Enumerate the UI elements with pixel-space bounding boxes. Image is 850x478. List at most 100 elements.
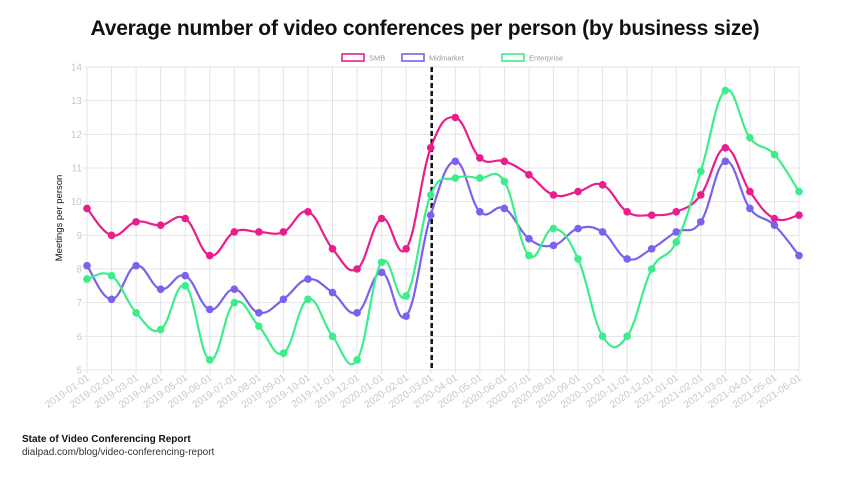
- data-point[interactable]: [647, 265, 656, 273]
- data-point[interactable]: [549, 191, 558, 199]
- data-point[interactable]: [83, 261, 91, 270]
- data-point[interactable]: [770, 221, 779, 230]
- data-point[interactable]: [328, 288, 337, 297]
- data-point[interactable]: [647, 245, 656, 253]
- data-point[interactable]: [746, 133, 754, 142]
- data-point[interactable]: [746, 187, 754, 196]
- data-point[interactable]: [721, 86, 730, 95]
- y-tick-label: 5: [76, 366, 82, 377]
- legend-item-smb[interactable]: SMB: [341, 53, 385, 63]
- data-point[interactable]: [230, 285, 239, 294]
- data-point[interactable]: [525, 251, 533, 260]
- data-point[interactable]: [476, 174, 484, 182]
- data-point[interactable]: [672, 207, 681, 216]
- data-point[interactable]: [205, 356, 214, 364]
- data-point[interactable]: [721, 157, 730, 166]
- data-point[interactable]: [328, 332, 337, 341]
- data-point[interactable]: [353, 265, 361, 273]
- data-point[interactable]: [476, 207, 484, 216]
- data-point[interactable]: [770, 214, 779, 223]
- data-point[interactable]: [696, 218, 705, 226]
- data-point[interactable]: [132, 218, 140, 226]
- data-point[interactable]: [304, 295, 312, 304]
- data-point[interactable]: [377, 258, 386, 267]
- data-point[interactable]: [500, 177, 509, 186]
- data-point[interactable]: [623, 332, 631, 341]
- data-point[interactable]: [696, 167, 705, 176]
- source-url[interactable]: dialpad.com/blog/video-conferencing-repo…: [22, 447, 215, 458]
- data-point[interactable]: [574, 187, 582, 196]
- data-point[interactable]: [279, 295, 288, 304]
- data-point[interactable]: [304, 207, 312, 216]
- data-point[interactable]: [451, 113, 460, 122]
- data-point[interactable]: [107, 295, 116, 304]
- chart-title: Average number of video conferences per …: [90, 17, 760, 40]
- data-point[interactable]: [230, 298, 239, 307]
- data-point[interactable]: [279, 349, 288, 357]
- data-point[interactable]: [328, 245, 337, 253]
- data-point[interactable]: [746, 204, 754, 213]
- data-point[interactable]: [500, 157, 509, 166]
- data-point[interactable]: [402, 292, 410, 300]
- data-point[interactable]: [696, 191, 705, 199]
- data-point[interactable]: [451, 157, 460, 166]
- data-point[interactable]: [476, 154, 484, 162]
- data-point[interactable]: [83, 275, 91, 283]
- data-point[interactable]: [549, 241, 558, 250]
- data-point[interactable]: [623, 207, 631, 216]
- data-point[interactable]: [156, 325, 165, 334]
- data-point[interactable]: [205, 251, 214, 260]
- data-point[interactable]: [205, 305, 214, 314]
- data-point[interactable]: [500, 204, 509, 213]
- data-point[interactable]: [107, 231, 116, 240]
- data-point[interactable]: [156, 285, 165, 294]
- data-point[interactable]: [574, 224, 582, 233]
- data-point[interactable]: [574, 255, 582, 263]
- data-point[interactable]: [181, 214, 190, 223]
- data-point[interactable]: [598, 332, 607, 341]
- data-point[interactable]: [304, 275, 312, 283]
- data-point[interactable]: [377, 268, 386, 277]
- legend-label: SMB: [369, 54, 385, 63]
- series-enterprise: [83, 86, 803, 366]
- data-point[interactable]: [255, 308, 263, 317]
- data-point[interactable]: [255, 228, 263, 236]
- data-point[interactable]: [353, 356, 361, 364]
- data-point[interactable]: [156, 221, 165, 230]
- data-point[interactable]: [672, 228, 681, 236]
- data-point[interactable]: [672, 238, 681, 246]
- data-point[interactable]: [795, 187, 803, 196]
- data-point[interactable]: [795, 211, 803, 219]
- data-point[interactable]: [107, 271, 116, 280]
- data-point[interactable]: [426, 211, 435, 219]
- data-point[interactable]: [795, 251, 803, 260]
- data-point[interactable]: [525, 170, 533, 179]
- legend[interactable]: SMB Midmarket Enterprise: [341, 53, 563, 63]
- data-point[interactable]: [525, 234, 533, 243]
- data-point[interactable]: [402, 245, 410, 253]
- data-point[interactable]: [598, 228, 607, 236]
- legend-swatch: [501, 53, 525, 62]
- data-point[interactable]: [83, 204, 91, 213]
- data-point[interactable]: [181, 282, 190, 290]
- legend-item-midmarket[interactable]: Midmarket: [401, 53, 465, 63]
- data-point[interactable]: [377, 214, 386, 223]
- data-point[interactable]: [353, 308, 361, 317]
- data-point[interactable]: [255, 322, 263, 331]
- data-point[interactable]: [279, 228, 288, 236]
- data-point[interactable]: [451, 174, 460, 182]
- data-point[interactable]: [426, 144, 435, 152]
- data-point[interactable]: [230, 228, 239, 236]
- data-point[interactable]: [721, 144, 730, 152]
- data-point[interactable]: [623, 255, 631, 263]
- legend-item-enterprise[interactable]: Enterprise: [501, 53, 563, 63]
- data-point[interactable]: [402, 312, 410, 320]
- data-point[interactable]: [181, 271, 190, 280]
- data-point[interactable]: [132, 261, 140, 270]
- data-point[interactable]: [549, 224, 558, 233]
- data-point[interactable]: [426, 191, 435, 199]
- data-point[interactable]: [647, 211, 656, 219]
- data-point[interactable]: [598, 181, 607, 189]
- data-point[interactable]: [770, 150, 779, 159]
- data-point[interactable]: [132, 308, 140, 317]
